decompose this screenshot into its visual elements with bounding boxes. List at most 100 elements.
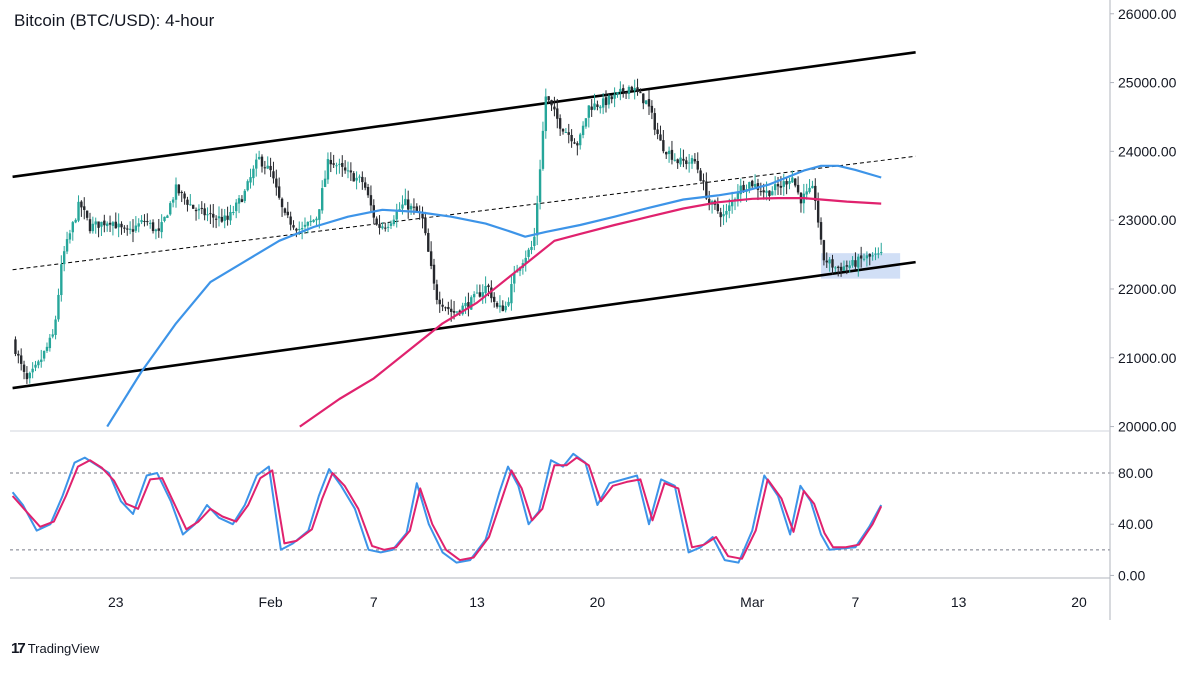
candle[interactable] [536, 196, 538, 245]
candle[interactable] [504, 302, 506, 313]
candle[interactable] [143, 214, 145, 226]
candle[interactable] [37, 360, 39, 368]
chart-canvas[interactable]: 26000.0025000.0024000.0023000.0022000.00… [0, 0, 1200, 675]
candle[interactable] [576, 141, 578, 155]
candle[interactable] [820, 217, 822, 244]
candle[interactable] [14, 336, 16, 356]
candle[interactable] [527, 248, 529, 260]
candle[interactable] [619, 81, 621, 100]
candle[interactable] [694, 153, 696, 164]
candle[interactable] [668, 147, 670, 163]
candle[interactable] [542, 122, 544, 171]
candle[interactable] [467, 293, 469, 317]
candle[interactable] [203, 203, 205, 220]
candle[interactable] [645, 100, 647, 104]
candle[interactable] [289, 212, 291, 231]
candle[interactable] [611, 95, 613, 103]
candle[interactable] [169, 201, 171, 216]
candle[interactable] [674, 153, 676, 161]
candle[interactable] [209, 204, 211, 224]
candle[interactable] [493, 292, 495, 307]
candle[interactable] [361, 171, 363, 189]
candle[interactable] [74, 218, 76, 223]
candle[interactable] [676, 158, 678, 168]
candle[interactable] [757, 179, 759, 200]
channel-mid-line[interactable] [13, 156, 916, 270]
candle[interactable] [751, 180, 753, 189]
candle[interactable] [788, 178, 790, 189]
candle[interactable] [218, 206, 220, 226]
candle[interactable] [132, 219, 134, 242]
candle[interactable] [622, 84, 624, 97]
candle[interactable] [421, 207, 423, 229]
candle[interactable] [97, 221, 99, 237]
candle[interactable] [642, 93, 644, 109]
candle[interactable] [152, 219, 154, 233]
candle[interactable] [596, 101, 598, 111]
candle[interactable] [335, 163, 337, 175]
candle[interactable] [140, 215, 142, 224]
candle[interactable] [430, 241, 432, 269]
candle[interactable] [387, 223, 389, 232]
candle[interactable] [60, 255, 62, 301]
candle[interactable] [189, 194, 191, 206]
candle[interactable] [241, 195, 243, 202]
candle[interactable] [404, 189, 406, 206]
candle[interactable] [344, 160, 346, 174]
candle[interactable] [553, 97, 555, 116]
candle[interactable] [23, 361, 25, 379]
candle[interactable] [186, 197, 188, 212]
candle[interactable] [688, 154, 690, 173]
candle[interactable] [682, 150, 684, 168]
candle[interactable] [734, 197, 736, 210]
candle[interactable] [160, 214, 162, 238]
candle[interactable] [556, 99, 558, 128]
candle[interactable] [106, 221, 108, 231]
sma-slow-line[interactable] [300, 198, 881, 427]
candle[interactable] [530, 241, 532, 254]
candle[interactable] [725, 204, 727, 222]
candle[interactable] [731, 192, 733, 214]
candle[interactable] [573, 138, 575, 144]
candle[interactable] [347, 162, 349, 179]
candle[interactable] [172, 197, 174, 207]
candle[interactable] [533, 228, 535, 250]
candle[interactable] [117, 213, 119, 237]
candle[interactable] [539, 160, 541, 210]
candle[interactable] [158, 219, 160, 238]
candle[interactable] [384, 223, 386, 232]
tradingview-brand[interactable]: 17 TradingView [11, 640, 99, 657]
candle[interactable] [396, 204, 398, 228]
candle[interactable] [238, 195, 240, 213]
candle[interactable] [86, 210, 88, 220]
candle[interactable] [264, 161, 266, 174]
candle[interactable] [126, 225, 128, 236]
candle[interactable] [482, 284, 484, 304]
candle[interactable] [275, 170, 277, 196]
candle[interactable] [717, 197, 719, 213]
candle[interactable] [120, 221, 122, 235]
candle[interactable] [590, 99, 592, 117]
candle[interactable] [66, 232, 68, 254]
candle[interactable] [461, 303, 463, 316]
candle[interactable] [287, 202, 289, 218]
candle[interactable] [797, 176, 799, 194]
candle[interactable] [568, 124, 570, 143]
candle[interactable] [656, 123, 658, 139]
candle[interactable] [697, 152, 699, 173]
candle[interactable] [267, 156, 269, 169]
candle[interactable] [269, 158, 271, 177]
candle[interactable] [476, 284, 478, 293]
candle[interactable] [341, 155, 343, 177]
candle[interactable] [215, 215, 217, 228]
channel-upper-line[interactable] [13, 52, 916, 177]
candle[interactable] [292, 220, 294, 230]
candle[interactable] [760, 183, 762, 196]
candle[interactable] [439, 292, 441, 313]
candle[interactable] [565, 128, 567, 133]
candle[interactable] [608, 94, 610, 108]
candle[interactable] [473, 291, 475, 302]
candle[interactable] [570, 129, 572, 148]
candle[interactable] [447, 302, 449, 315]
candle[interactable] [195, 208, 197, 221]
